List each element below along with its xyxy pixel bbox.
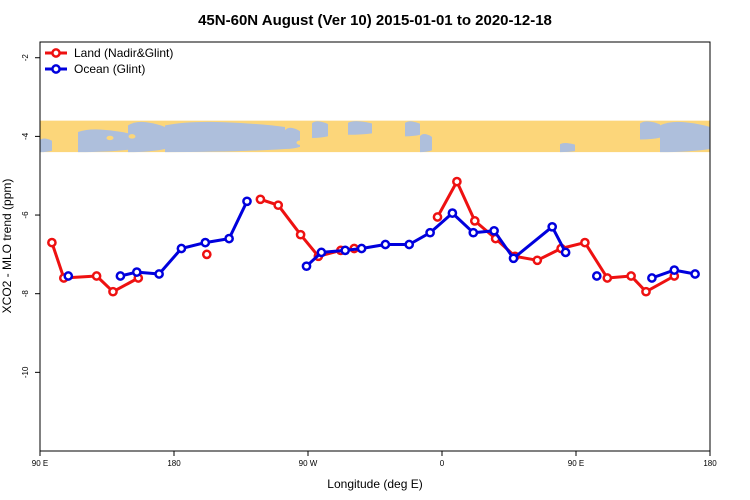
series-land-point bbox=[626, 271, 636, 281]
map-ocean-area bbox=[165, 121, 285, 153]
series-ocean-point bbox=[560, 247, 571, 258]
map-ocean-area bbox=[128, 121, 165, 153]
map-ocean-area bbox=[78, 129, 128, 153]
series-ocean-point bbox=[647, 273, 657, 283]
map-ocean-area bbox=[420, 133, 432, 153]
series-land-point bbox=[201, 249, 212, 260]
series-land-point bbox=[91, 271, 102, 281]
series-land-point bbox=[641, 286, 651, 297]
map-island bbox=[341, 137, 349, 142]
legend-item-ocean: Ocean (Glint) bbox=[45, 62, 145, 76]
y-axis-label: XCO2 - MLO trend (ppm) bbox=[0, 179, 14, 314]
series-ocean-point bbox=[468, 227, 479, 238]
series-ocean-point bbox=[547, 221, 558, 232]
series-ocean-point bbox=[301, 261, 312, 272]
series-ocean-point bbox=[176, 243, 187, 254]
series-land-point bbox=[602, 273, 613, 283]
series-land-point bbox=[469, 216, 480, 226]
map-ocean-area bbox=[640, 121, 660, 140]
y-tick-label: -4 bbox=[21, 132, 30, 140]
map-island bbox=[106, 135, 114, 141]
x-tick-label: 90 E bbox=[32, 459, 48, 468]
x-tick-label: 180 bbox=[703, 459, 717, 468]
series-ocean-point bbox=[489, 225, 499, 236]
map-ocean-area bbox=[660, 121, 710, 153]
world-map-strip bbox=[40, 120, 710, 153]
x-tick-label: 180 bbox=[167, 459, 181, 468]
series-land-point bbox=[532, 255, 543, 266]
series-ocean-point bbox=[447, 208, 458, 218]
map-island bbox=[128, 134, 136, 139]
chart-title: 45N-60N August (Ver 10) 2015-01-01 to 20… bbox=[198, 12, 552, 29]
series-ocean-point bbox=[669, 265, 680, 275]
map-ocean-area bbox=[312, 121, 328, 138]
series-land-point bbox=[47, 237, 57, 248]
series-ocean-point bbox=[63, 271, 74, 281]
legend-item-land: Land (Nadir&Glint) bbox=[45, 46, 173, 60]
map-ocean-area bbox=[348, 121, 372, 135]
map-ocean-area bbox=[405, 121, 420, 137]
y-tick-label: -6 bbox=[21, 211, 30, 219]
map-island bbox=[646, 143, 654, 149]
x-tick-label: 0 bbox=[440, 459, 445, 468]
series-ocean-point bbox=[316, 247, 327, 258]
map-island bbox=[296, 140, 304, 145]
series-ocean-point bbox=[690, 269, 700, 279]
legend-ocean-marker bbox=[51, 64, 61, 74]
map-island bbox=[388, 127, 396, 133]
map-island bbox=[596, 135, 604, 141]
map-island bbox=[329, 129, 337, 134]
series-land-point bbox=[108, 286, 118, 297]
legend-ocean-label: Ocean (Glint) bbox=[74, 62, 145, 76]
series-ocean-point bbox=[340, 245, 351, 256]
plot-frame bbox=[39, 41, 711, 452]
y-tick-label: -10 bbox=[21, 366, 30, 378]
y-tick-label: -2 bbox=[21, 54, 30, 62]
series-land-point bbox=[273, 200, 284, 211]
x-tick-label: 90 W bbox=[299, 459, 318, 468]
series-ocean-point bbox=[224, 233, 234, 244]
map-ocean-area bbox=[560, 143, 575, 153]
map-ocean-area bbox=[285, 127, 300, 149]
series-ocean-point bbox=[200, 237, 211, 248]
series-ocean-point bbox=[115, 271, 126, 281]
series-ocean-point bbox=[508, 253, 519, 264]
series-ocean-point bbox=[154, 269, 164, 279]
series-land-point bbox=[255, 194, 266, 205]
y-axis: -2 -4 -6 -8 -10 bbox=[21, 54, 40, 378]
series-land-point bbox=[580, 237, 590, 248]
legend: Land (Nadir&Glint) Ocean (Glint) bbox=[45, 46, 173, 76]
series-ocean-point bbox=[591, 271, 602, 281]
y-tick-label: -8 bbox=[21, 290, 30, 298]
series-ocean-point bbox=[242, 196, 252, 207]
series-ocean-point bbox=[425, 227, 435, 238]
series-ocean-point bbox=[131, 267, 142, 277]
series-ocean-point bbox=[356, 243, 367, 254]
x-tick-label: 90 E bbox=[568, 459, 584, 468]
legend-land-marker bbox=[51, 48, 61, 58]
series-land-point bbox=[432, 212, 443, 222]
x-axis-label: Longitude (deg E) bbox=[327, 477, 422, 491]
series-ocean-point bbox=[404, 239, 415, 250]
map-ocean-area bbox=[40, 138, 52, 153]
legend-land-label: Land (Nadir&Glint) bbox=[74, 46, 173, 60]
series-layer bbox=[47, 176, 700, 297]
map-island bbox=[622, 131, 630, 136]
series-land-point bbox=[452, 176, 462, 187]
series-land-point bbox=[295, 229, 306, 240]
series-ocean-point bbox=[380, 239, 391, 250]
series-land-line bbox=[50, 242, 140, 294]
x-axis: 90 E 180 90 W 0 90 E 180 bbox=[32, 451, 717, 468]
